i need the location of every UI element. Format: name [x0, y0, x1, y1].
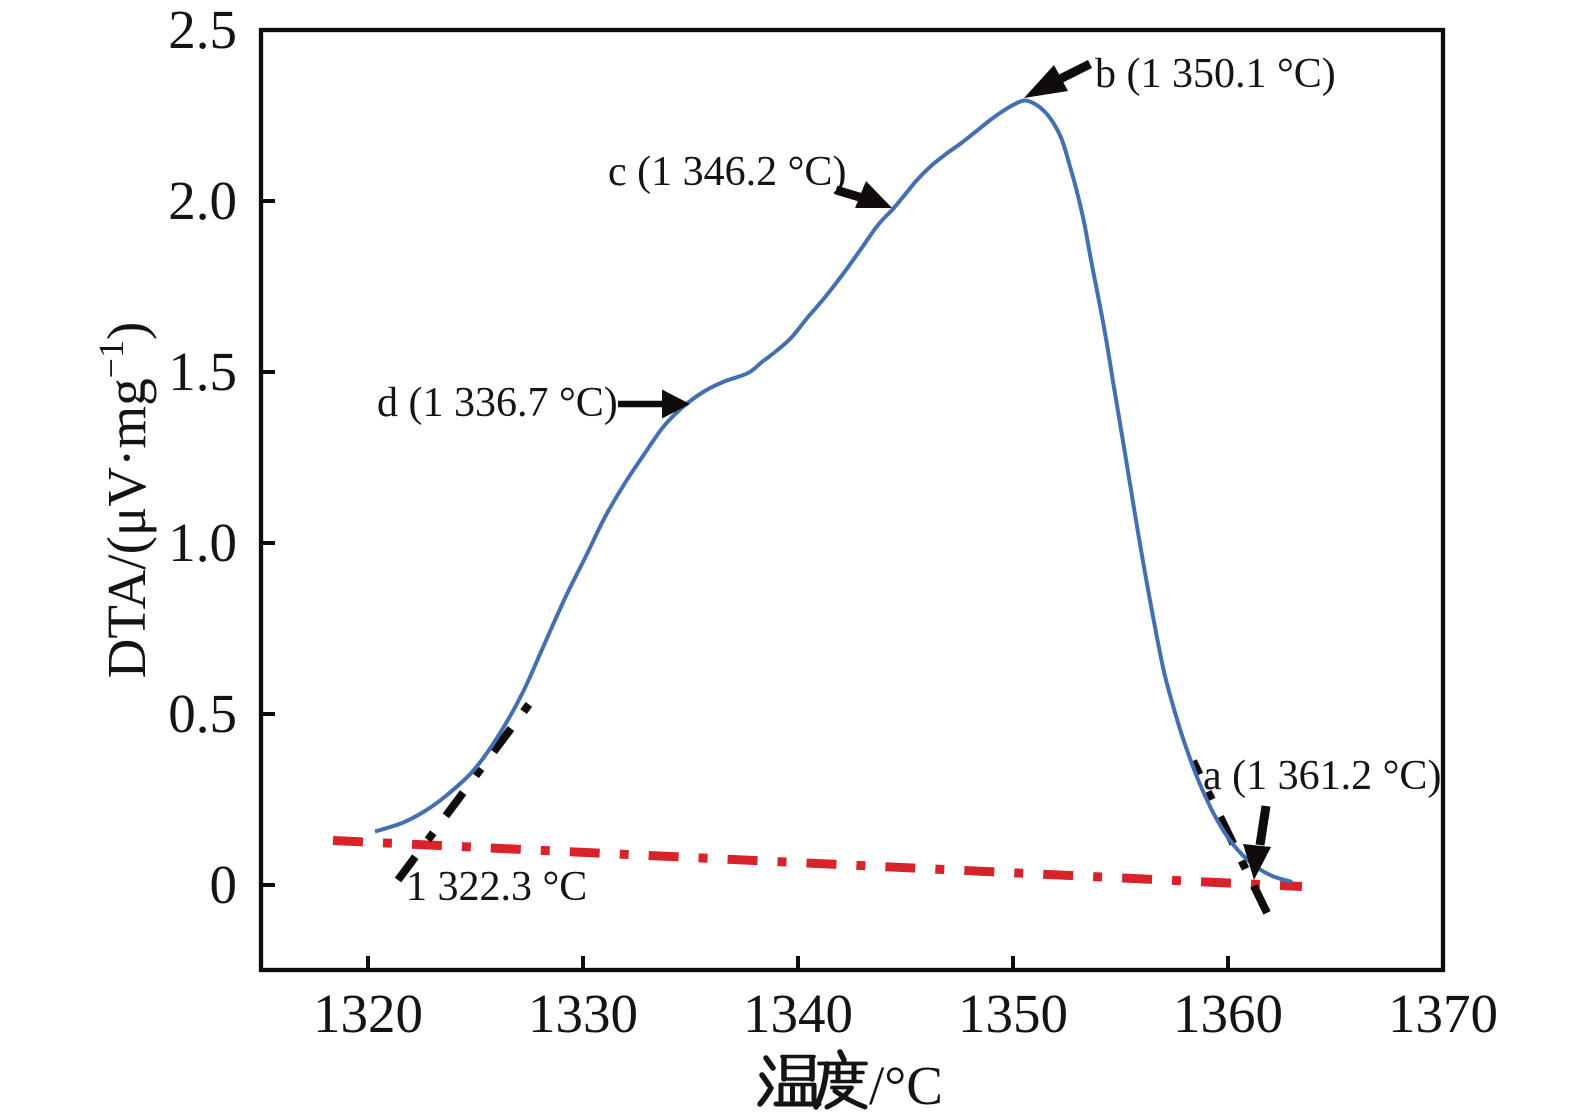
svg-text:d (1 336.7 °C): d (1 336.7 °C) — [377, 380, 618, 426]
svg-text:1320: 1320 — [313, 983, 423, 1044]
svg-text:1350: 1350 — [958, 983, 1068, 1044]
svg-text:b (1 350.1 °C): b (1 350.1 °C) — [1095, 51, 1336, 97]
svg-text:0: 0 — [210, 854, 238, 915]
svg-text:0.5: 0.5 — [168, 683, 237, 744]
svg-text:DTA/(μV·mg−1): DTA/(μV·mg−1) — [91, 322, 157, 679]
svg-text:1370: 1370 — [1388, 983, 1498, 1044]
svg-text:1.0: 1.0 — [168, 512, 237, 573]
svg-text:1340: 1340 — [743, 983, 853, 1044]
svg-text:2.0: 2.0 — [168, 170, 237, 231]
svg-text:/°C: /°C — [869, 1055, 943, 1116]
svg-text:c (1 346.2 °C): c (1 346.2 °C) — [608, 149, 846, 195]
svg-text:1330: 1330 — [528, 983, 638, 1044]
svg-text:a (1 361.2 °C): a (1 361.2 °C) — [1203, 753, 1441, 799]
svg-text:1 322.3 °C: 1 322.3 °C — [406, 864, 587, 910]
svg-text:1.5: 1.5 — [168, 341, 237, 402]
svg-text:2.5: 2.5 — [168, 0, 237, 60]
svg-text:1360: 1360 — [1173, 983, 1283, 1044]
